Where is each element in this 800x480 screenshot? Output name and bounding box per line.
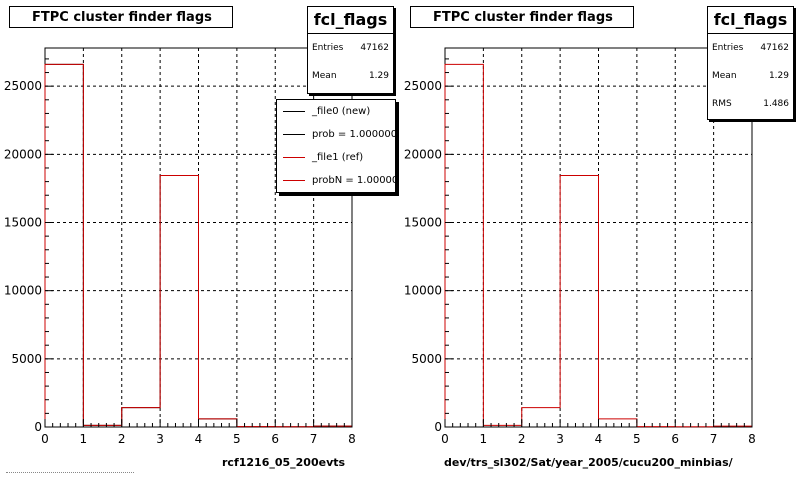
right-stats-entries-label: Entries	[712, 43, 744, 53]
left-x-axis-label: rcf1216_05_200evts	[222, 456, 346, 469]
chart0-y-tick-label-0: 0	[34, 420, 42, 434]
chart0-x-tick-label-2: 2	[118, 432, 126, 446]
left-stats-histogram-name: fcl_flags	[308, 7, 393, 34]
legend-line-file1	[283, 157, 305, 158]
right-stats-box: fcl_flags Entries 47162 Mean 1.29 RMS 1.…	[707, 6, 794, 120]
right-stats-entries-value: 47162	[760, 43, 789, 53]
right-stats-histogram-name: fcl_flags	[708, 7, 793, 34]
chart1-y-tick-label-4: 20000	[404, 147, 442, 161]
right-stats-rms-row: RMS 1.486	[708, 90, 793, 118]
chart1-x-tick-label-8: 8	[748, 432, 756, 446]
chart1-x-tick-label-0: 0	[441, 432, 449, 446]
legend-line-prob	[283, 134, 305, 135]
left-chart-title: FTPC cluster finder flags	[9, 6, 233, 28]
legend-entry-file0: _file0 (new)	[277, 100, 395, 123]
left-histogram-pad: 0 1 2 3 4 5 6 7 8 0 5000 10000 15000 20000 25000 FTPC …	[4, 6, 396, 473]
chart1-x-tick-label-7: 7	[710, 432, 718, 446]
right-chart-canvas: 0 1 2 3 4 5 6 7 8 0 5000 10000 15000 20000 25000	[404, 47, 756, 446]
chart1-x-tick-label-6: 6	[671, 432, 679, 446]
legend-entry-prob: prob = 1.000000	[277, 123, 395, 146]
chart1-x-tick-label-2: 2	[518, 432, 526, 446]
chart0-x-tick-label-5: 5	[233, 432, 241, 446]
left-stats-box: fcl_flags Entries 47162 Mean 1.29	[307, 6, 394, 94]
right-stats-mean-label: Mean	[712, 71, 737, 81]
right-chart-title: FTPC cluster finder flags	[410, 6, 634, 28]
chart0-y-tick-label-4: 20000	[4, 147, 42, 161]
legend-label-file0: _file0 (new)	[312, 106, 371, 117]
right-stats-rms-label: RMS	[712, 99, 732, 109]
left-stats-entries-value: 47162	[360, 43, 389, 53]
chart0-y-tick-label-3: 15000	[4, 216, 42, 230]
chart1-x-tick-label-1: 1	[480, 432, 488, 446]
legend-label-prob: prob = 1.000000	[312, 129, 396, 140]
chart0-y-tick-label-1: 5000	[11, 352, 42, 366]
legend-line-probn	[283, 180, 305, 181]
chart1-y-tick-label-2: 10000	[404, 284, 442, 298]
left-timestamp-smudge	[6, 466, 134, 473]
right-stats-rms-value: 1.486	[763, 99, 789, 109]
left-stats-mean-label: Mean	[312, 71, 337, 81]
chart1-y-tick-label-0: 0	[434, 420, 442, 434]
left-stats-mean-row: Mean 1.29	[308, 62, 393, 90]
chart0-x-tick-label-4: 4	[195, 432, 203, 446]
legend-entry-probn: probN = 1.000000	[277, 169, 395, 192]
chart1-x-tick-label-3: 3	[556, 432, 564, 446]
left-stats-entries-label: Entries	[312, 43, 344, 53]
chart1-x-tick-label-4: 4	[595, 432, 603, 446]
chart0-y-tick-label-2: 10000	[4, 284, 42, 298]
chart1-x-tick-label-5: 5	[633, 432, 641, 446]
right-stats-entries-row: Entries 47162	[708, 34, 793, 62]
chart0-x-tick-label-0: 0	[41, 432, 49, 446]
left-stats-entries-row: Entries 47162	[308, 34, 393, 62]
legend-label-file1: _file1 (ref)	[312, 152, 364, 163]
left-stats-mean-value: 1.29	[368, 71, 389, 81]
chart0-x-tick-label-7: 7	[310, 432, 318, 446]
chart0-x-tick-label-8: 8	[348, 432, 356, 446]
left-legend: _file0 (new) prob = 1.000000 _file1 (ref…	[276, 99, 396, 193]
chart0-y-tick-label-5: 25000	[4, 79, 42, 93]
legend-entry-file1: _file1 (ref)	[277, 146, 395, 169]
chart0-x-tick-label-3: 3	[156, 432, 164, 446]
right-histogram-pad: 0 1 2 3 4 5 6 7 8 0 5000 10000 15000 20000 25000 FTPC …	[400, 0, 800, 480]
chart1-y-tick-label-5: 25000	[404, 79, 442, 93]
right-x-axis-label: dev/trs_sl302/Sat/year_2005/cucu200_minb…	[444, 456, 733, 469]
legend-line-file0	[283, 111, 305, 112]
legend-label-probn: probN = 1.000000	[312, 175, 396, 186]
chart0-x-tick-label-1: 1	[80, 432, 88, 446]
chart0-x-tick-label-6: 6	[271, 432, 279, 446]
right-stats-mean-row: Mean 1.29	[708, 62, 793, 90]
right-stats-mean-value: 1.29	[768, 71, 789, 81]
chart1-y-tick-label-3: 15000	[404, 216, 442, 230]
chart1-y-tick-label-1: 5000	[411, 352, 442, 366]
